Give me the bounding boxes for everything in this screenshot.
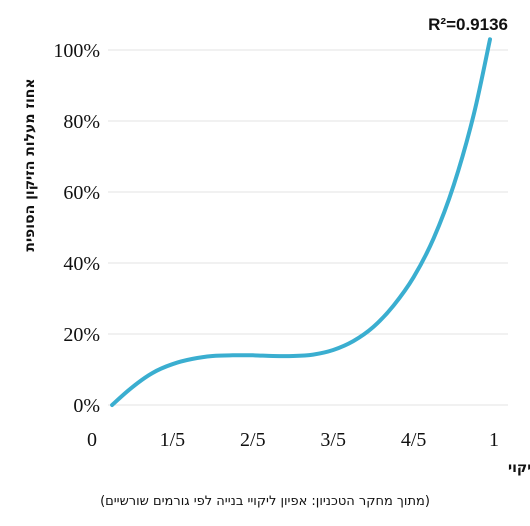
x-tick-label: 1	[489, 429, 499, 451]
x-axis-label: מיקום בשרשרת אירועי הליקוי	[508, 460, 530, 476]
x-tick-label: 4/5	[401, 429, 427, 451]
y-tick-label: 100%	[53, 40, 100, 62]
series-line	[110, 37, 492, 407]
x-tick-labels: 0 1/5 2/5 3/5 4/5 1	[87, 429, 499, 451]
r-squared-label: R²=0.9136	[428, 15, 508, 34]
y-tick-labels: 0% 20% 40% 60% 80% 100%	[53, 40, 100, 417]
chart-caption: (מתוך מחקר הטכניון: אפיון ליקויי בנייה ל…	[100, 494, 430, 509]
y-axis-label: אחוז מעלות הזיקון הסופית	[22, 78, 38, 251]
y-tick-label: 40%	[63, 253, 100, 275]
grid	[108, 49, 508, 406]
x-tick-label: 1/5	[160, 429, 186, 451]
y-tick-label: 60%	[63, 182, 100, 204]
y-tick-label: 80%	[63, 111, 100, 133]
x-tick-label: 0	[87, 429, 97, 451]
x-tick-label: 3/5	[320, 429, 346, 451]
y-tick-label: 0%	[73, 395, 100, 417]
x-tick-label: 2/5	[240, 429, 266, 451]
y-tick-label: 20%	[63, 324, 100, 346]
